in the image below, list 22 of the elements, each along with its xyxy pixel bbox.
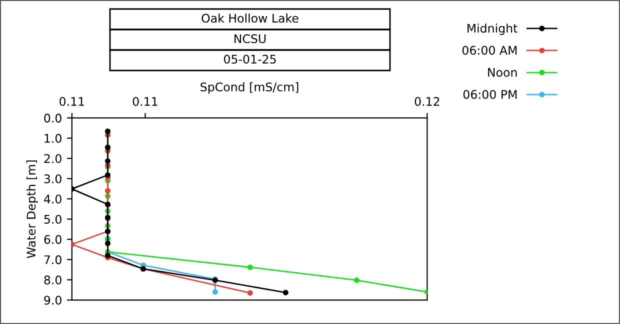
x-tick-label: 0.12 bbox=[414, 96, 440, 106]
y-tick-label: 8.0 bbox=[44, 276, 62, 284]
y-tick-label: 4.0 bbox=[44, 194, 62, 204]
y-tick-label: 2.0 bbox=[44, 154, 62, 164]
chart-subtitle: NCSU bbox=[234, 34, 266, 44]
y-tick-label: 9.0 bbox=[44, 296, 62, 305]
y-axis-title: Water Depth [m] bbox=[26, 160, 38, 258]
x-tick-label: 0.11 bbox=[60, 96, 84, 106]
y-tick-label: 7.0 bbox=[44, 255, 62, 264]
text: 05-01-25 bbox=[224, 54, 276, 64]
y-tick-label: 5.0 bbox=[44, 214, 62, 224]
y-tick-label: 0.0 bbox=[44, 114, 62, 123]
legend-label: Midnight bbox=[468, 24, 518, 36]
y-tick-label: 3.0 bbox=[44, 174, 62, 184]
legend-label: Noon bbox=[488, 68, 517, 77]
chart-title: Oak Hollow Lake bbox=[202, 14, 298, 23]
legend-label: 06:00 AM bbox=[462, 46, 517, 55]
y-tick-label: 1.0 bbox=[44, 134, 62, 143]
x-axis-title: SpCond [mS/cm] bbox=[200, 82, 298, 94]
x-tick-label: 0.11 bbox=[132, 96, 158, 106]
legend-label: 06:00 PM bbox=[463, 90, 517, 99]
y-tick-label: 6.0 bbox=[44, 235, 62, 244]
